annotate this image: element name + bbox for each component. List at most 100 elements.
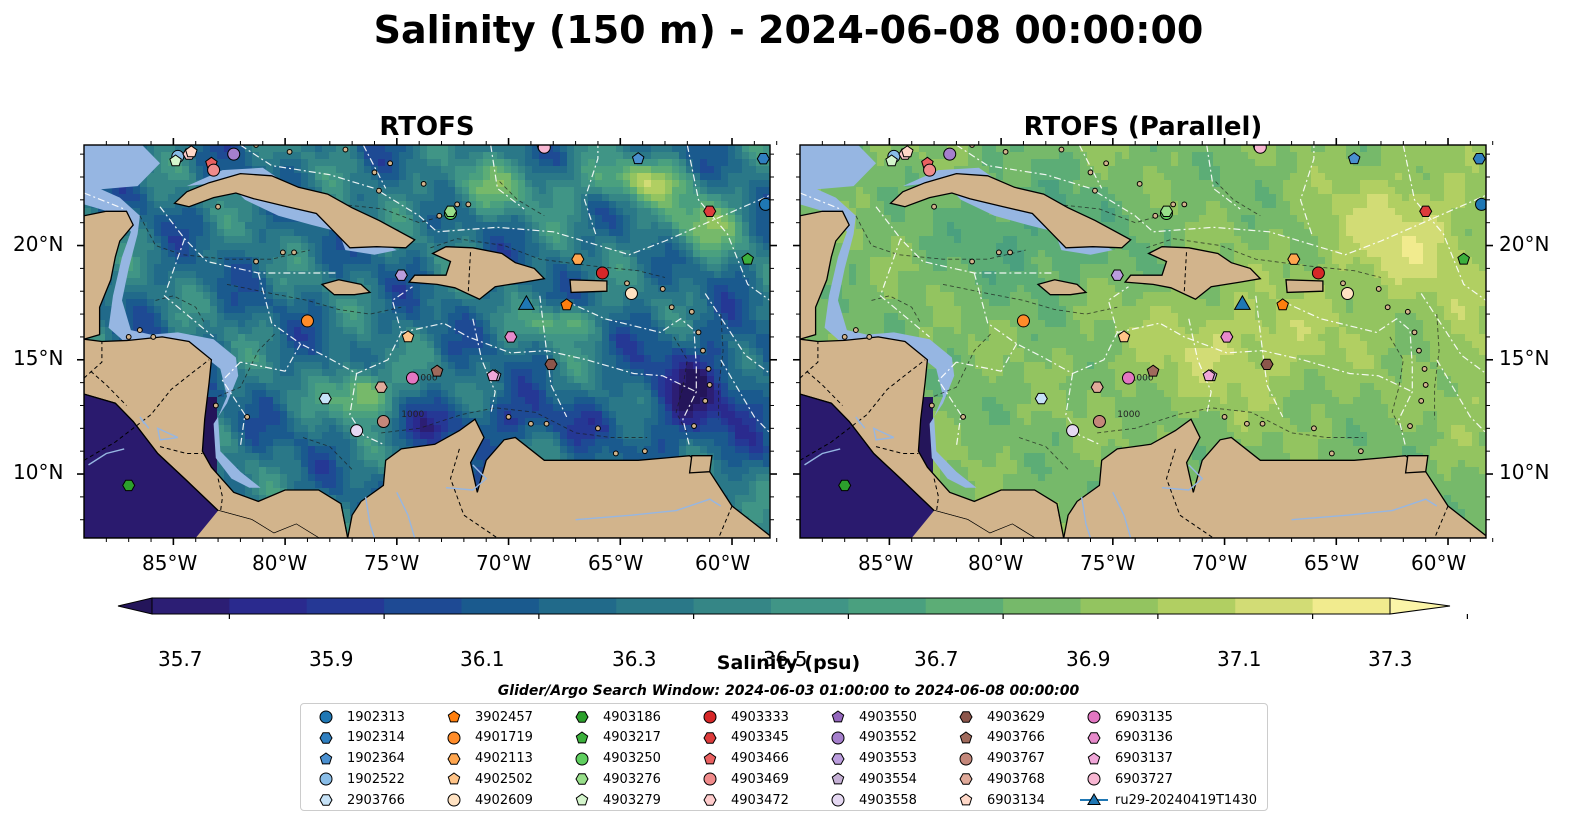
colorbar-segment xyxy=(848,598,927,614)
eez-boundary xyxy=(490,145,525,210)
small-island xyxy=(420,180,427,187)
small-island xyxy=(1221,414,1228,420)
legend-item-6903135: 6903135 xyxy=(1079,707,1173,727)
legend-float-marker xyxy=(831,793,845,807)
legend-label: 4903767 xyxy=(987,751,1045,767)
legend-float-marker xyxy=(575,752,589,766)
small-island xyxy=(253,258,259,265)
float-marker-4903552 xyxy=(943,147,957,161)
legend-marker-circle xyxy=(703,772,717,786)
legend-label: 4903766 xyxy=(987,730,1045,746)
float-marker-4903558 xyxy=(350,424,364,438)
float-marker-4903333 xyxy=(1311,266,1325,280)
bathymetry-contour xyxy=(1018,437,1069,470)
small-island xyxy=(928,402,935,409)
legend-label: 4903558 xyxy=(859,792,917,808)
eez-boundary xyxy=(937,361,962,447)
country-border xyxy=(933,478,940,513)
legend-item-4903333: 4903333 xyxy=(695,707,789,727)
country-border xyxy=(718,505,733,538)
legend-item-4903552: 4903552 xyxy=(823,728,917,748)
float-marker-4903279 xyxy=(885,154,898,167)
legend-item-4902502: 4902502 xyxy=(439,769,533,789)
small-island xyxy=(706,382,713,388)
river xyxy=(872,427,895,441)
float-marker-4902502 xyxy=(401,330,415,343)
float-marker-4903276 xyxy=(1159,205,1174,217)
legend-float-marker xyxy=(447,710,461,723)
legend-marker-hexagon xyxy=(959,711,973,723)
legend-label: 4903276 xyxy=(603,771,661,787)
country-border xyxy=(217,478,224,513)
panel-title-parallel: RTOFS (Parallel) xyxy=(1023,112,1263,142)
float-marker-6903727 xyxy=(537,145,551,154)
float-marker-4903186 xyxy=(122,479,136,492)
legend-float-marker xyxy=(1087,751,1101,764)
colorbar-tick-36-1: 36.1 xyxy=(460,647,505,671)
colorbar-tick-36-7: 36.7 xyxy=(914,647,959,671)
small-island xyxy=(436,212,443,219)
small-island xyxy=(866,334,873,340)
legend-item-2903766: 2903766 xyxy=(311,790,405,810)
eez-boundary xyxy=(956,343,1018,372)
contour-label: 1000 xyxy=(401,410,424,420)
colorbar-segment xyxy=(538,598,617,614)
legend-float-marker xyxy=(703,751,717,764)
small-island xyxy=(641,448,648,455)
small-island xyxy=(244,414,251,420)
legend-float-marker xyxy=(575,773,589,786)
float-marker-ru29-20240419T1430 xyxy=(1233,294,1252,310)
legend-marker-pentagon xyxy=(831,710,845,723)
lon-tick-85w-left: 85°W xyxy=(142,551,198,575)
float-marker-6903135 xyxy=(405,371,419,385)
country-border xyxy=(800,341,819,379)
float-marker-4902113 xyxy=(1287,253,1301,265)
lon-tick-80w-left: 80°W xyxy=(252,551,308,575)
eez-boundary xyxy=(84,192,125,210)
legend-label: 4902113 xyxy=(475,751,533,767)
legend-label: 4903629 xyxy=(987,709,1045,725)
float-marker-4903767 xyxy=(1092,414,1106,428)
country-border xyxy=(1434,505,1449,538)
eez-boundary xyxy=(163,238,214,338)
eez-boundary xyxy=(1436,359,1486,434)
float-marker-6903135 xyxy=(1121,371,1135,385)
legend-item-4903250: 4903250 xyxy=(567,749,661,769)
small-island xyxy=(688,308,695,315)
float-marker-4903333 xyxy=(595,266,609,280)
eez-boundary xyxy=(800,192,841,210)
legend-float-marker xyxy=(319,732,333,744)
small-island xyxy=(612,450,619,457)
land-cuba xyxy=(889,172,1132,249)
legend-marker-pentagon xyxy=(575,793,589,806)
legend-float-marker xyxy=(1087,732,1101,744)
colorbar-segment xyxy=(461,598,540,614)
small-island xyxy=(454,201,461,208)
small-island xyxy=(595,425,601,432)
bathymetry-contour xyxy=(1389,336,1404,434)
figure-title: Salinity (150 m) - 2024-06-08 00:00:00 xyxy=(373,8,1204,52)
legend-label: 4903550 xyxy=(859,709,917,725)
eez-boundary xyxy=(879,238,930,338)
legend-marker-circle xyxy=(1087,710,1101,724)
legend-float-marker xyxy=(319,751,333,764)
legend-glider-marker xyxy=(1087,793,1101,806)
legend-label: 4903553 xyxy=(859,751,917,767)
small-island xyxy=(1384,304,1391,311)
shallow-shelf xyxy=(800,145,876,191)
legend-item-6903134: 6903134 xyxy=(951,790,1045,810)
legend-marker-hexagon xyxy=(703,732,717,744)
legend-float-marker xyxy=(447,793,461,807)
small-island xyxy=(700,347,706,354)
float-marker-1902314 xyxy=(1472,153,1486,165)
small-island xyxy=(624,280,630,287)
legend-float-marker xyxy=(959,793,973,806)
float-marker-6903134 xyxy=(901,145,914,158)
map-panel-rtofs: 1000 1000 xyxy=(77,138,778,545)
bathymetry-contour xyxy=(381,407,648,438)
legend-label: 4903552 xyxy=(859,730,917,746)
colorbar-tick-36-5: 36.5 xyxy=(763,647,808,671)
legend-item-4903472: 4903472 xyxy=(695,790,789,810)
lon-tick-70w-left: 70°W xyxy=(476,551,532,575)
land-jamaica xyxy=(320,279,372,296)
